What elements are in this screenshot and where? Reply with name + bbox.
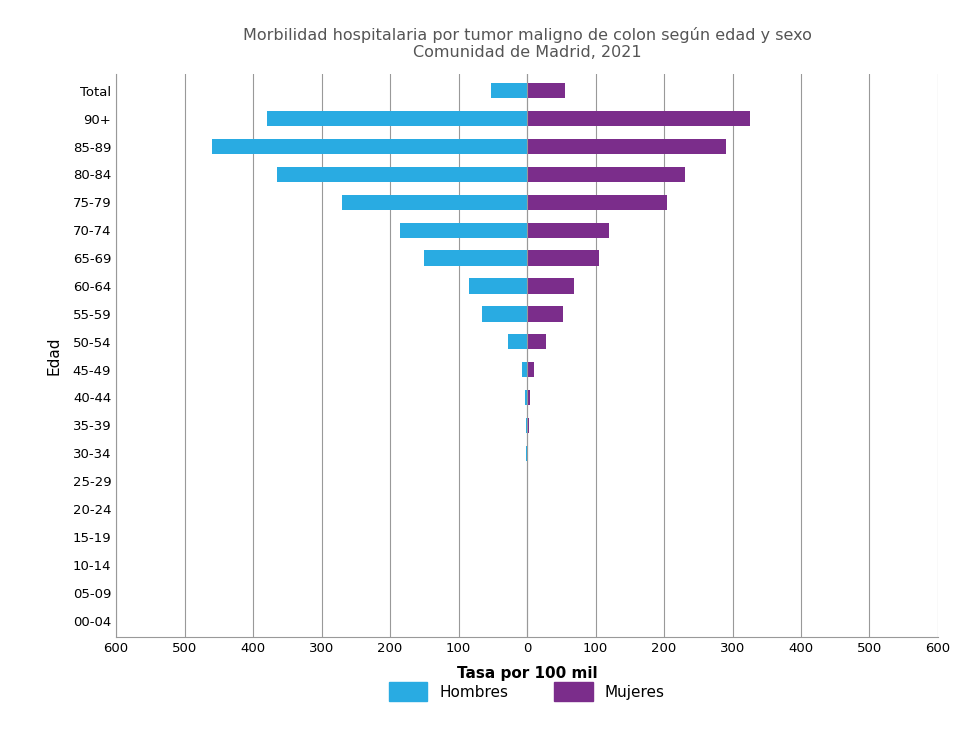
Y-axis label: Edad: Edad: [46, 336, 62, 375]
Bar: [521, 362, 527, 377]
Bar: [400, 222, 527, 238]
Bar: [267, 111, 527, 127]
Title: Morbilidad hospitalaria por tumor maligno de colon según edad y sexo
Comunidad d: Morbilidad hospitalaria por tumor malign…: [243, 27, 811, 61]
Bar: [527, 334, 546, 350]
Bar: [527, 445, 528, 461]
Bar: [469, 279, 527, 293]
Bar: [527, 390, 531, 405]
Bar: [525, 390, 527, 405]
Legend: Hombres, Mujeres: Hombres, Mujeres: [382, 674, 672, 708]
Bar: [527, 250, 599, 266]
Bar: [527, 111, 749, 127]
Bar: [425, 250, 527, 266]
Bar: [527, 83, 565, 99]
Bar: [527, 418, 529, 433]
Bar: [483, 306, 527, 322]
Bar: [527, 167, 685, 182]
Bar: [342, 195, 527, 210]
Bar: [527, 362, 534, 377]
Bar: [527, 306, 563, 322]
Bar: [527, 279, 573, 293]
X-axis label: Tasa por 100 mil: Tasa por 100 mil: [456, 666, 598, 681]
Bar: [526, 418, 527, 433]
Bar: [527, 222, 609, 238]
Bar: [508, 334, 527, 350]
Bar: [212, 139, 527, 154]
Bar: [490, 83, 527, 99]
Bar: [527, 139, 725, 154]
Bar: [277, 167, 527, 182]
Bar: [527, 195, 667, 210]
